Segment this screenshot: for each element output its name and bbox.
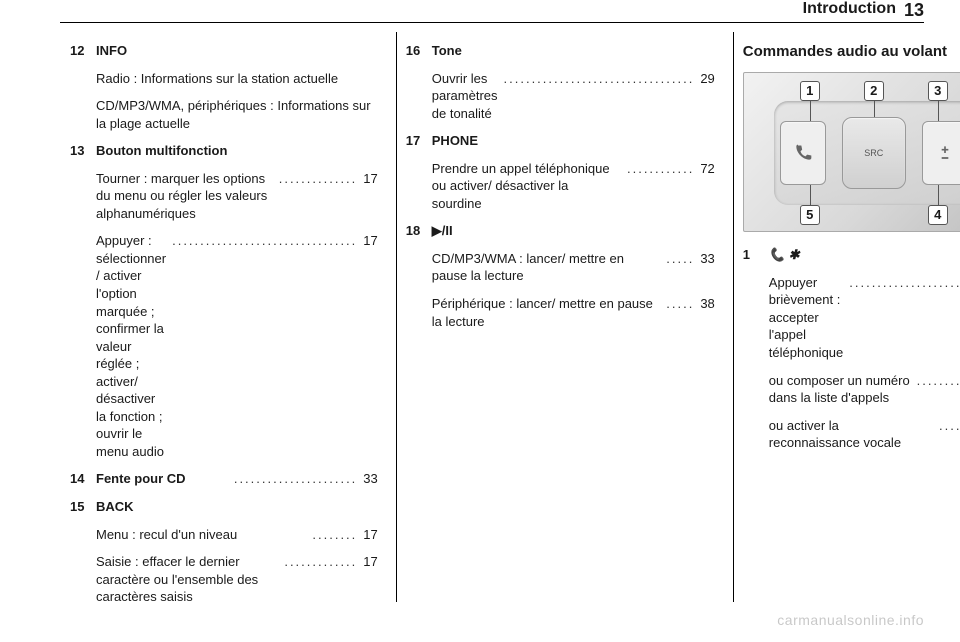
watermark: carmanualsonline.info [777, 612, 924, 628]
item-para: Périphérique : lancer/ mettre en pause l… [432, 295, 715, 330]
callout-stick [938, 99, 939, 121]
item-label: BACK [96, 498, 378, 516]
dot-leader: ................................. [172, 232, 357, 460]
callout-stick [874, 99, 875, 117]
wheel-item-1: 1 📞 ✱ Appuyer brièvement : accepter l'ap… [743, 246, 960, 451]
callout-3: 3 [928, 81, 948, 101]
callout-5: 5 [800, 205, 820, 225]
section-title: Introduction [803, 0, 896, 21]
column-2: 16 Tone Ouvrir les paramètres de tonalit… [396, 32, 733, 612]
item-number: 12 [70, 42, 96, 132]
item-para: Radio : Informations sur la station actu… [96, 70, 378, 88]
item-label: PHONE [432, 132, 715, 150]
col3-heading: Commandes audio au volant [743, 42, 960, 62]
dot-leader: .............. [279, 170, 358, 223]
left-button-cluster [780, 121, 826, 185]
item-para: CD/MP3/WMA, périphériques : Informations… [96, 97, 378, 132]
item-para: Saisie : effacer le dernier caractère ou… [96, 553, 378, 606]
callout-stick [810, 99, 811, 121]
page-ref: 38 [700, 295, 714, 330]
item-para: ou composer un numéro dans la liste d'ap… [769, 372, 960, 407]
dot-leader: .............. [917, 372, 960, 407]
item-para: Prendre un appel téléphonique ou activer… [432, 160, 715, 213]
item-number: 13 [70, 142, 96, 460]
item-14: 14 Fente pour CD ...................... … [70, 470, 378, 488]
dot-leader: .......... [939, 417, 960, 452]
page-ref: 29 [700, 70, 714, 123]
right-button-cluster [922, 121, 960, 185]
item-label: INFO [96, 42, 378, 60]
phone-icon [793, 143, 813, 163]
item-para: Ouvrir les paramètres de tonalité ......… [432, 70, 715, 123]
manual-page: Introduction 13 12 INFO Radio : Informat… [0, 0, 960, 642]
page-ref: 17 [363, 170, 377, 223]
item-para: Tourner : marquer les options du menu ou… [96, 170, 378, 223]
item-18: 18 ▶/II CD/MP3/WMA : lancer/ mettre en p… [406, 222, 715, 330]
dot-leader: ............. [284, 553, 357, 606]
header-rule [60, 22, 924, 23]
item-para: CD/MP3/WMA : lancer/ mettre en pause la … [432, 250, 715, 285]
item-number: 17 [406, 132, 432, 212]
dot-leader: ...................... [234, 470, 357, 488]
dot-leader: .................................. [504, 70, 695, 123]
dot-leader: ........ [312, 526, 357, 544]
callout-stick [810, 185, 811, 207]
page-number: 13 [904, 0, 924, 21]
dot-leader: ..... [666, 250, 694, 285]
item-para: Appuyer brièvement : accepter l'appel té… [769, 274, 960, 362]
page-ref: 17 [363, 232, 377, 460]
page-ref: 72 [700, 160, 714, 213]
page-ref: 33 [700, 250, 714, 285]
item-para: Menu : recul d'un niveau ........ 17 [96, 526, 378, 544]
item-15: 15 BACK Menu : recul d'un niveau .......… [70, 498, 378, 606]
item-label: Bouton multifonction [96, 142, 378, 160]
page-ref: 33 [363, 470, 377, 488]
item-13: 13 Bouton multifonction Tourner : marque… [70, 142, 378, 460]
callout-1: 1 [800, 81, 820, 101]
columns: 12 INFO Radio : Informations sur la stat… [60, 32, 924, 612]
item-number: 16 [406, 42, 432, 122]
callout-2: 2 [864, 81, 884, 101]
running-head: Introduction 13 [803, 0, 924, 21]
item-number: 14 [70, 470, 96, 488]
item-number: 1 [743, 246, 769, 451]
page-ref: 17 [363, 526, 377, 544]
dot-leader: .......................... [849, 274, 960, 362]
item-label: Tone [432, 42, 715, 60]
callout-4: 4 [928, 205, 948, 225]
src-roller [842, 117, 906, 189]
item-number: 15 [70, 498, 96, 606]
item-label: Fente pour CD [96, 470, 228, 488]
item-12: 12 INFO Radio : Informations sur la stat… [70, 42, 378, 132]
item-17: 17 PHONE Prendre un appel téléphonique o… [406, 132, 715, 212]
callout-stick [938, 185, 939, 207]
item-para: ou activer la reconnaissance vocale ....… [769, 417, 960, 452]
steering-wheel-controls-photo: 1 2 3 4 5 [743, 72, 960, 232]
column-1: 12 INFO Radio : Informations sur la stat… [60, 32, 396, 612]
page-ref: 17 [363, 553, 377, 606]
dot-leader: ............ [627, 160, 694, 213]
item-para: Appuyer : sélectionner / activer l'optio… [96, 232, 378, 460]
item-number: 18 [406, 222, 432, 330]
item-symbol: 📞 ✱ [769, 246, 960, 264]
plus-minus-icon [935, 143, 955, 163]
item-label: ▶/II [432, 222, 715, 240]
column-3: Commandes audio au volant 1 2 3 4 [733, 32, 960, 612]
dot-leader: ..... [666, 295, 694, 330]
item-16: 16 Tone Ouvrir les paramètres de tonalit… [406, 42, 715, 122]
